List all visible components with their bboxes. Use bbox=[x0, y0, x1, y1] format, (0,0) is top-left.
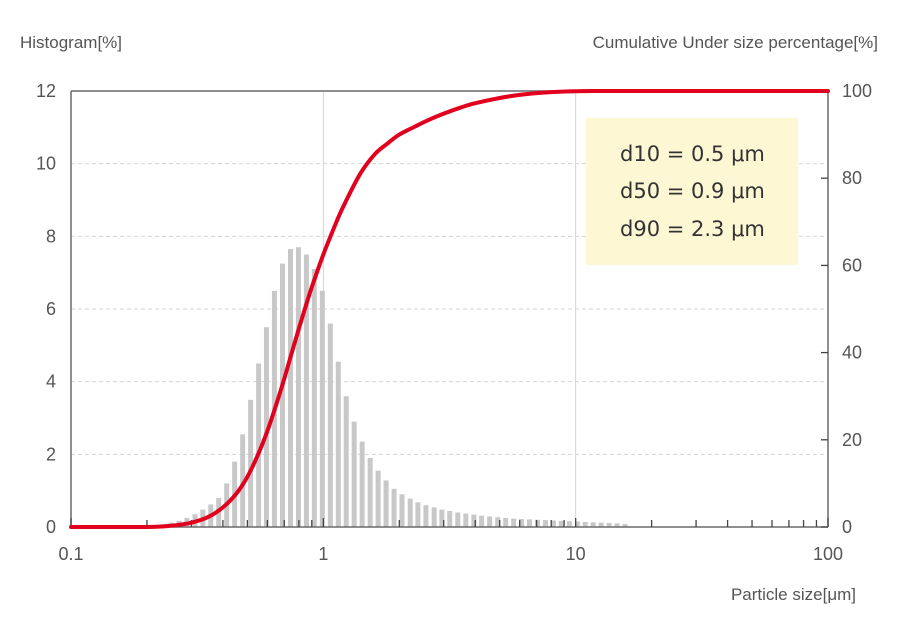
histogram-bar bbox=[248, 399, 254, 527]
d10-value: 0.5 μm bbox=[691, 142, 765, 166]
histogram-bar bbox=[359, 441, 365, 527]
histogram-bar bbox=[407, 498, 413, 527]
histogram-bar bbox=[518, 519, 524, 527]
histogram-bar bbox=[319, 290, 325, 527]
y-left-tick-label: 6 bbox=[46, 299, 56, 319]
histogram-bar bbox=[590, 522, 596, 527]
histogram-bar bbox=[351, 421, 357, 527]
histogram-bar bbox=[503, 517, 509, 527]
y-left-tick-label: 12 bbox=[36, 81, 56, 101]
d10-stat: d10 = 0.5 μm bbox=[620, 142, 765, 166]
histogram-bar bbox=[256, 363, 262, 527]
histogram-bar bbox=[439, 509, 445, 527]
histogram-bars bbox=[144, 247, 628, 528]
y-right-tick-label: 80 bbox=[842, 168, 862, 188]
tick-labels: 0 2 4 6 8 10 12 0 20 40 60 80 100 0.1 1 10 100 bbox=[36, 81, 872, 564]
histogram-bar bbox=[558, 520, 564, 527]
y-right-axis-title: Cumulative Under size percentage[%] bbox=[593, 33, 878, 52]
d10-label: d10 = bbox=[620, 142, 691, 166]
histogram-bar bbox=[447, 511, 453, 527]
histogram-bar bbox=[375, 470, 381, 527]
histogram-bar bbox=[582, 521, 588, 527]
y-right-tick-label: 40 bbox=[842, 343, 862, 363]
y-left-tick-label: 0 bbox=[46, 517, 56, 537]
d50-stat: d50 = 0.9 μm bbox=[620, 179, 765, 203]
histogram-bar bbox=[311, 269, 317, 527]
histogram-bar bbox=[431, 507, 437, 527]
d50-value: 0.9 μm bbox=[691, 179, 765, 203]
histogram-bar bbox=[598, 522, 604, 527]
d50-label: d50 = bbox=[620, 179, 691, 203]
histogram-bar bbox=[455, 512, 461, 527]
histogram-bar bbox=[495, 517, 501, 527]
histogram-bar bbox=[606, 523, 612, 527]
histogram-bar bbox=[263, 327, 269, 527]
y-left-tick-label: 10 bbox=[36, 154, 56, 174]
y-left-tick-label: 8 bbox=[46, 226, 56, 246]
histogram-bar bbox=[479, 515, 485, 527]
histogram-bar bbox=[471, 514, 477, 527]
histogram-bar bbox=[383, 480, 389, 527]
histogram-bar bbox=[487, 516, 493, 527]
histogram-bar bbox=[622, 524, 628, 527]
histogram-bar bbox=[566, 521, 572, 527]
d90-label: d90 = bbox=[620, 217, 691, 241]
histogram-bar bbox=[463, 513, 469, 527]
histogram-bar bbox=[280, 263, 286, 527]
histogram-bar bbox=[391, 488, 397, 527]
x-tick-label: 1 bbox=[318, 544, 328, 564]
histogram-bar bbox=[240, 434, 246, 527]
y-left-axis-title: Histogram[%] bbox=[20, 33, 122, 52]
y-right-tick-label: 0 bbox=[842, 517, 852, 537]
histogram-bar bbox=[574, 521, 580, 527]
histogram-bar bbox=[550, 520, 556, 527]
histogram-bar bbox=[542, 520, 548, 527]
y-left-tick-label: 4 bbox=[46, 372, 56, 392]
histogram-bar bbox=[303, 254, 309, 527]
statistics-box: d10 = 0.5 μm d50 = 0.9 μm d90 = 2.3 μm bbox=[586, 118, 798, 265]
histogram-bar bbox=[423, 505, 429, 527]
cumulative-curve-layer bbox=[69, 88, 830, 529]
x-tick-label: 0.1 bbox=[58, 544, 83, 564]
statistics-box-background bbox=[586, 118, 798, 265]
histogram-bar bbox=[399, 494, 405, 527]
histogram-bar bbox=[535, 519, 541, 527]
cumulative-curve bbox=[69, 88, 830, 529]
histogram-bar bbox=[335, 361, 341, 527]
x-axis-title: Particle size[μm] bbox=[731, 585, 856, 604]
y-right-tick-label: 100 bbox=[842, 81, 872, 101]
x-tick-label: 10 bbox=[566, 544, 586, 564]
histogram-bar bbox=[327, 323, 333, 527]
y-right-tick-label: 20 bbox=[842, 430, 862, 450]
histogram-bar bbox=[415, 502, 421, 527]
d90-value: 2.3 μm bbox=[691, 217, 765, 241]
x-tick-label: 100 bbox=[813, 544, 843, 564]
histogram-bar bbox=[367, 457, 373, 527]
histogram-bar bbox=[287, 249, 293, 528]
histogram-bar bbox=[526, 519, 532, 527]
histogram-bar bbox=[511, 518, 517, 527]
y-right-tick-label: 60 bbox=[842, 255, 862, 275]
d90-stat: d90 = 2.3 μm bbox=[620, 217, 765, 241]
histogram-bar bbox=[295, 247, 301, 527]
y-left-tick-label: 2 bbox=[46, 444, 56, 464]
histogram-bar bbox=[614, 523, 620, 527]
histogram-bar bbox=[343, 396, 349, 527]
